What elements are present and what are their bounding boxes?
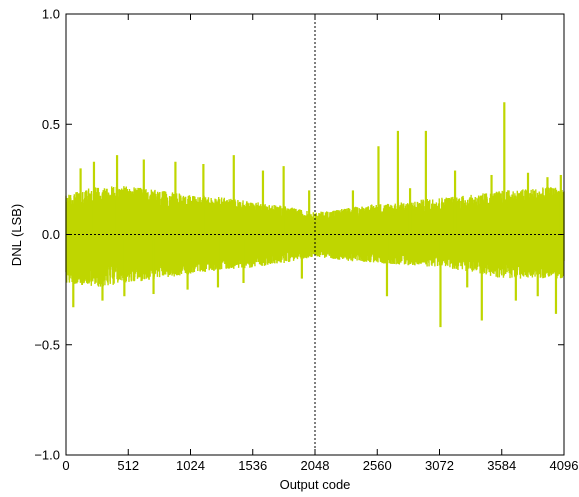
x-tick-label: 2048 [301, 458, 330, 473]
y-tick-label: 0.0 [42, 227, 60, 242]
y-tick-label: 0.5 [42, 117, 60, 132]
x-tick-label: 3072 [425, 458, 454, 473]
x-tick-label: 1024 [176, 458, 205, 473]
axes: 0 512 1024 1536 2048 2560 3072 3584 4096 −1.0 −0.5… [34, 7, 578, 474]
y-axis-label: DNL (LSB) [9, 204, 24, 266]
x-tick-label: 512 [117, 458, 139, 473]
plot-frame [65, 13, 565, 456]
x-tick-label: 0 [62, 458, 69, 473]
y-tick-label: −1.0 [34, 448, 60, 463]
x-tick-label: 1536 [238, 458, 267, 473]
x-tick-label: 4096 [550, 458, 579, 473]
x-tick-label: 2560 [363, 458, 392, 473]
y-tick-label: −0.5 [34, 337, 60, 352]
x-axis-label: Output code [280, 477, 351, 492]
plot-area [65, 14, 565, 455]
y-tick-label: 1.0 [42, 7, 60, 22]
x-tick-label: 3584 [487, 458, 516, 473]
